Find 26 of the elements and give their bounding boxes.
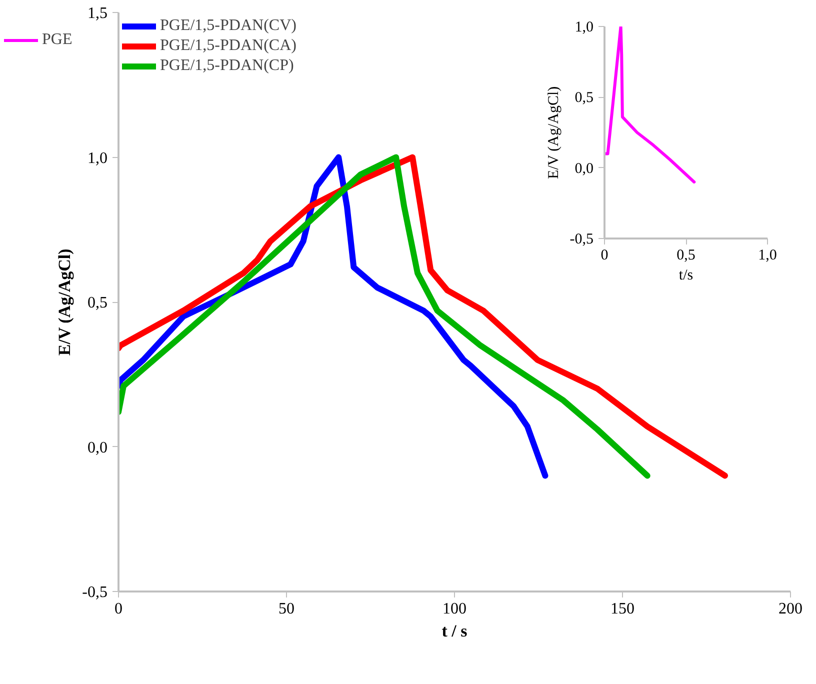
y-tick-label: 1,0 [88, 150, 108, 167]
legend-label: PGE/1,5-PDAN(CP) [160, 57, 294, 75]
x-tick-label: 0,5 [676, 248, 696, 264]
x-tick-label: 50 [278, 600, 294, 618]
x-axis-title: t / s [442, 622, 468, 640]
y-tick-label: 0,0 [574, 160, 594, 177]
y-tick-label: 1,5 [88, 5, 108, 22]
y-tick-label: 1,0 [574, 20, 594, 36]
x-tick-label: 100 [442, 600, 466, 618]
legend-label: PGE/1,5-PDAN(CV) [160, 17, 296, 35]
y-tick-label: 0,0 [88, 439, 108, 456]
x-tick-label: 0 [600, 248, 608, 264]
legend-label: PGE [42, 31, 72, 49]
x-tick-label: 200 [778, 600, 802, 618]
x-tick-label: 0 [114, 600, 122, 618]
x-tick-label: 150 [610, 600, 634, 618]
y-tick-label: 0,5 [574, 90, 594, 106]
y-tick-label: -0,5 [570, 232, 594, 248]
line-series [604, 26, 696, 184]
y-axis-title: E/V (Ag/AgCl) [546, 86, 562, 179]
y-axis-title: E/V (Ag/AgCl) [55, 248, 74, 356]
x-axis-title: t/s [678, 268, 694, 284]
legend-label: PGE/1,5-PDAN(CA) [160, 37, 296, 55]
y-tick-label: 0,5 [88, 294, 108, 312]
y-tick-label: -0,5 [82, 584, 108, 601]
x-tick-label: 1,0 [758, 248, 777, 264]
